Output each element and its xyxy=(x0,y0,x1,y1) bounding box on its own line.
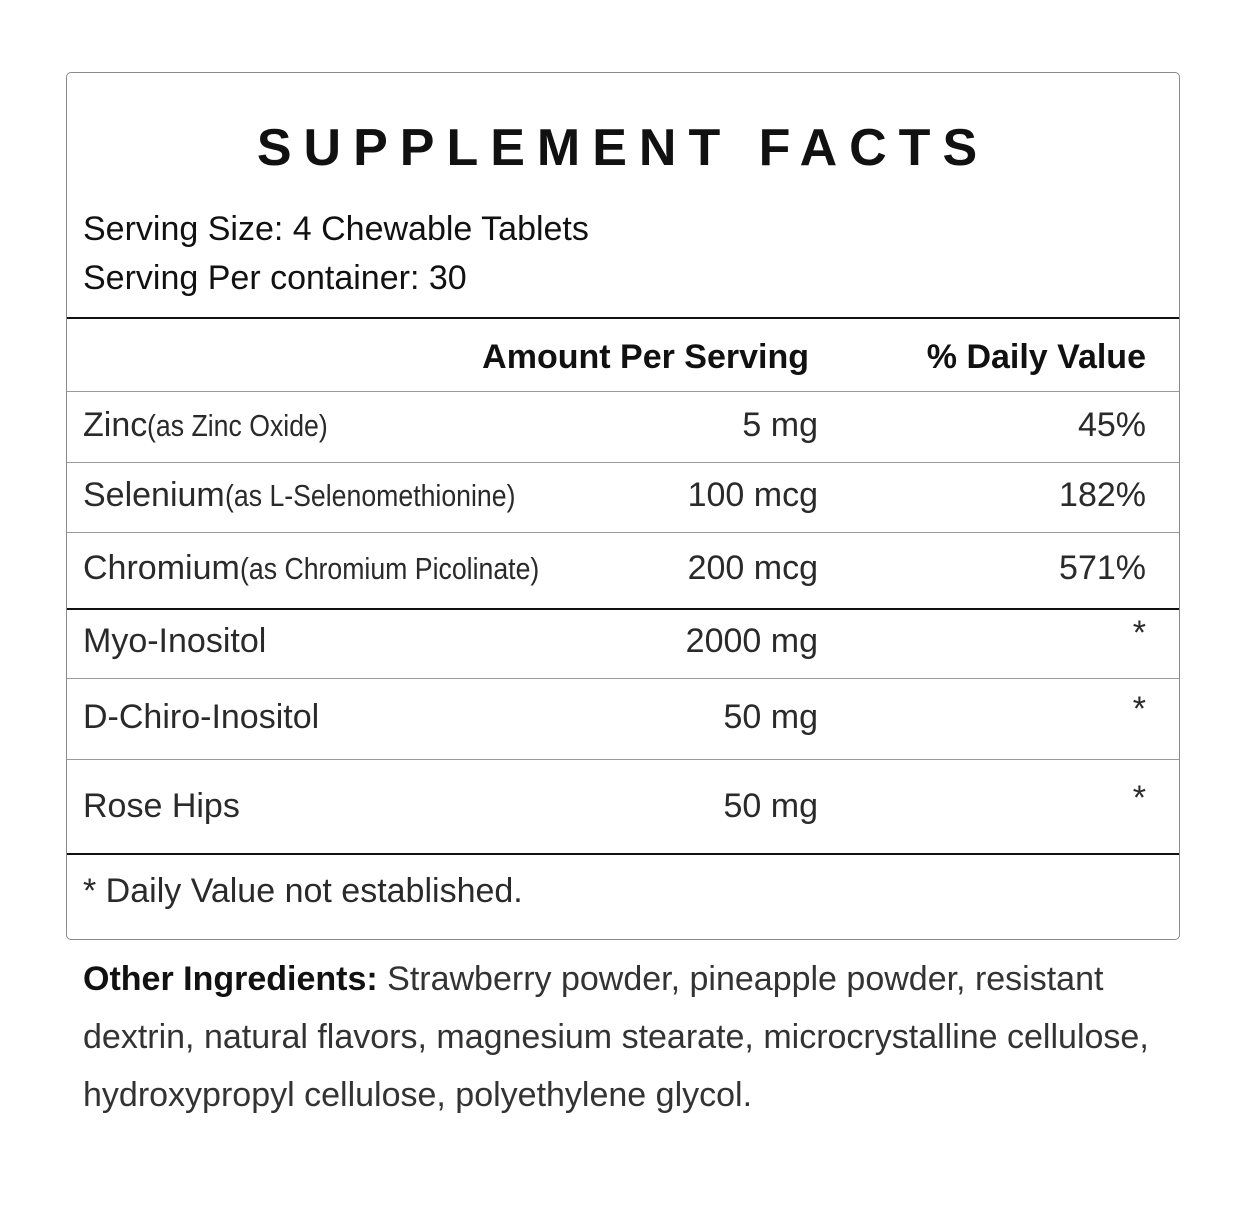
header-daily-value: % Daily Value xyxy=(926,338,1146,376)
other-ingredients-text: Strawberry powder, pineapple powder, res… xyxy=(83,960,1149,1114)
nutrient-amount: 100 mcg xyxy=(687,476,818,514)
supplement-facts-panel xyxy=(66,72,1180,940)
divider-thick xyxy=(67,853,1179,855)
divider-thick xyxy=(67,317,1179,319)
other-ingredients-label: Other Ingredients: xyxy=(83,960,378,998)
nutrient-amount: 50 mg xyxy=(723,698,819,736)
serving-size: Serving Size: 4 Chewable Tablets xyxy=(83,210,589,248)
header-amount: Amount Per Serving xyxy=(482,338,809,376)
panel-title: SUPPLEMENT FACTS xyxy=(256,119,990,177)
nutrient-amount: 5 mg xyxy=(742,406,818,444)
nutrient-daily-value: 45% xyxy=(1077,406,1146,444)
nutrient-daily-value: 182% xyxy=(1059,476,1146,514)
row-divider xyxy=(67,608,1179,610)
footnote: * Daily Value not established. xyxy=(83,872,523,910)
servings-per-container: Serving Per container: 30 xyxy=(83,259,467,297)
row-divider xyxy=(67,678,1179,679)
row-divider xyxy=(67,532,1179,533)
row-divider xyxy=(67,462,1179,463)
divider xyxy=(67,391,1179,392)
nutrient-daily-value: * xyxy=(1132,779,1146,817)
nutrient-name: D-Chiro-Inositol xyxy=(83,698,320,736)
nutrient-name: Selenium(as L-Selenomethionine) xyxy=(83,476,516,514)
nutrient-daily-value: 571% xyxy=(1059,549,1146,587)
nutrient-daily-value: * xyxy=(1132,690,1146,728)
other-ingredients: Other Ingredients: Strawberry powder, pi… xyxy=(83,950,1163,1124)
row-divider xyxy=(67,759,1179,760)
nutrient-amount: 2000 mg xyxy=(685,622,818,660)
nutrient-amount: 200 mcg xyxy=(687,549,818,587)
nutrient-daily-value: * xyxy=(1132,614,1146,652)
nutrient-name: Zinc(as Zinc Oxide) xyxy=(83,406,328,444)
nutrient-name: Myo-Inositol xyxy=(83,622,267,660)
nutrient-amount: 50 mg xyxy=(723,787,819,825)
nutrient-name: Rose Hips xyxy=(83,787,240,825)
nutrient-name: Chromium(as Chromium Picolinate) xyxy=(83,549,540,587)
